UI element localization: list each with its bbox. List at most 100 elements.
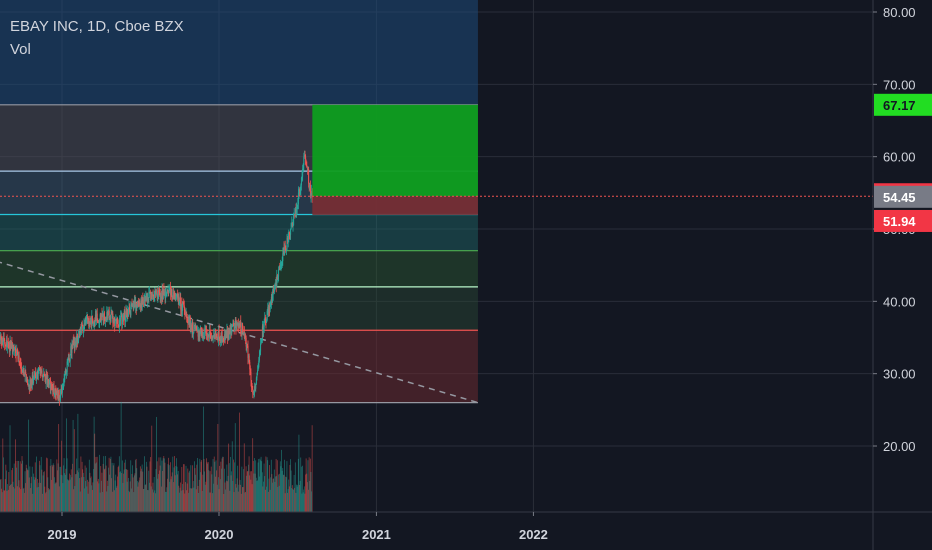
candle-body [15, 348, 17, 353]
volume-bar [284, 493, 286, 512]
volume-bar [142, 471, 144, 512]
volume-bar [306, 473, 308, 512]
candle-body [82, 325, 84, 331]
candle-body [232, 322, 234, 327]
volume-bar [136, 481, 138, 512]
symbol-title[interactable]: EBAY INC, 1D, Cboe BZX [10, 18, 184, 35]
candle-body [97, 321, 99, 324]
volume-bar [52, 466, 54, 512]
candle-body [270, 305, 272, 307]
candle-body [303, 156, 305, 165]
candle-body [269, 306, 271, 310]
volume-bar [155, 469, 157, 512]
candle-body [162, 288, 164, 300]
stop-zone[interactable] [312, 196, 478, 215]
volume-bar [19, 461, 21, 512]
volume-bar [64, 474, 66, 512]
volume-bar [171, 476, 172, 512]
candle-body [85, 318, 87, 326]
candle-body [158, 290, 160, 292]
candle-body [21, 370, 23, 372]
volume-bar [296, 486, 298, 512]
candle-body [184, 310, 186, 314]
volume-bar [263, 463, 265, 512]
target-zone[interactable] [312, 104, 478, 197]
candle-body [224, 334, 226, 342]
candle-body [112, 322, 114, 324]
candle-body [154, 290, 156, 295]
y-tick-label: 40.00 [883, 294, 916, 309]
candle-body [264, 317, 266, 321]
volume-bar [247, 470, 249, 512]
volume-bar [3, 490, 5, 512]
volume-bar [237, 465, 239, 512]
volume-bar [55, 482, 57, 512]
volume-bar [72, 463, 73, 512]
candle-body [227, 328, 229, 338]
candle-body [197, 331, 199, 332]
volume-bar [114, 490, 115, 512]
long-position-tool[interactable] [0, 104, 873, 215]
candle-body [50, 384, 52, 389]
candle-body [269, 305, 271, 310]
volume-bar [264, 476, 266, 512]
candle-body [54, 393, 56, 395]
volume-bar [109, 458, 111, 512]
candle-body [93, 323, 95, 325]
candle-body [11, 342, 13, 345]
volume-bar [85, 467, 87, 512]
volume-bar [108, 457, 110, 512]
volume-bar [20, 489, 22, 512]
volume-bar [125, 469, 127, 512]
volume-bar [266, 457, 268, 512]
candle-body [168, 288, 170, 293]
candle-body [93, 321, 95, 324]
candle-body [288, 231, 290, 234]
candle-body [24, 375, 26, 377]
volume-bar [189, 488, 191, 512]
candle-body [306, 167, 308, 171]
candle-body [107, 312, 109, 316]
volume-bar [287, 489, 289, 512]
candle-body [302, 168, 304, 177]
volume-bar [238, 484, 240, 512]
trendline[interactable] [0, 261, 479, 404]
trendline-dashed[interactable] [0, 261, 479, 404]
candle-body [79, 326, 81, 336]
candle-body [48, 379, 50, 388]
candle-body [283, 247, 285, 256]
volume-bar [219, 479, 221, 512]
candle-body [233, 325, 235, 332]
candle-body [275, 283, 277, 286]
candle-body [121, 314, 123, 325]
volume-bar [277, 487, 279, 512]
candle-body [18, 355, 20, 359]
volume-bar [9, 485, 10, 512]
volume-bar [109, 474, 111, 512]
candle-body [44, 374, 46, 376]
volume-bar [146, 466, 148, 512]
candle-body [132, 303, 134, 310]
candle-body [279, 268, 281, 270]
volume-indicator-label[interactable]: Vol [10, 41, 31, 58]
volume-bar [230, 475, 232, 512]
volume-bar [12, 467, 13, 512]
candle-body [109, 316, 111, 319]
volume-bar [180, 490, 182, 512]
volume-bar [101, 472, 103, 512]
volume-bar [254, 458, 255, 512]
candle-body [25, 371, 27, 375]
volume-bar [249, 471, 251, 512]
candle-body [260, 343, 262, 352]
candle-body [188, 317, 190, 323]
candle-body [30, 379, 32, 386]
candle-body [267, 307, 269, 314]
volume-bar [290, 470, 292, 512]
volume-bar [73, 429, 75, 512]
volume-bar [270, 477, 272, 512]
candle-body [106, 311, 108, 316]
candle-body [78, 335, 80, 341]
candle-body [78, 334, 80, 336]
candle-body [253, 391, 255, 395]
